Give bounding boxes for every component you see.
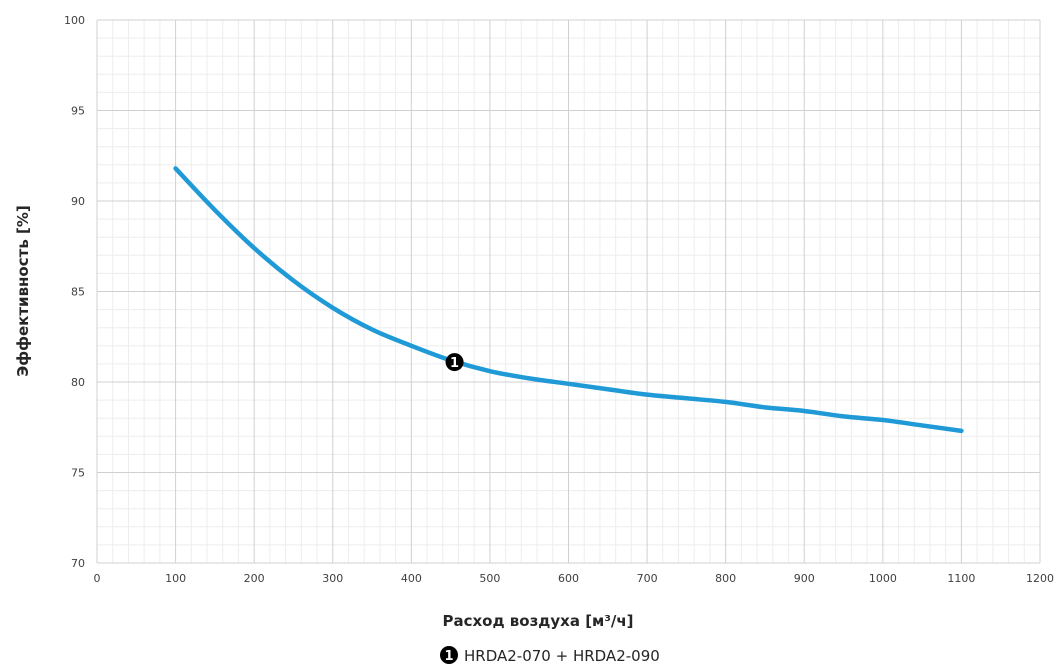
y-tick-label: 90 <box>71 195 85 208</box>
x-tick-label: 900 <box>794 572 815 585</box>
series-line <box>173 166 964 434</box>
y-tick-label: 85 <box>71 286 85 299</box>
legend: 1 HRDA2-070 + HRDA2-090 <box>440 646 660 665</box>
x-tick-label: 1000 <box>869 572 897 585</box>
x-tick-label: 700 <box>637 572 658 585</box>
x-tick-label: 800 <box>715 572 736 585</box>
tick-labels: 0 100 200 300 400 500 600 700 800 900 1000 1100 1200… <box>64 14 1054 585</box>
y-axis-title: Эффективность [%] <box>14 205 32 377</box>
y-tick-label: 75 <box>71 467 85 480</box>
legend-marker-label: 1 <box>444 649 453 664</box>
x-axis-title: Расход воздуха [м³/ч] <box>442 612 633 630</box>
x-tick-label: 300 <box>322 572 343 585</box>
x-tick-label: 500 <box>479 572 500 585</box>
x-tick-label: 100 <box>165 572 186 585</box>
series-marker-icon <box>445 353 464 372</box>
x-tick-label: 400 <box>401 572 422 585</box>
y-tick-label: 95 <box>71 105 85 118</box>
series-layer: 1 <box>173 166 964 434</box>
x-tick-label: 0 <box>94 572 101 585</box>
y-tick-label: 100 <box>64 14 85 27</box>
x-tick-label: 600 <box>558 572 579 585</box>
x-tick-label: 200 <box>244 572 265 585</box>
gridlines <box>96 19 1041 564</box>
series-marker-label: 1 <box>450 356 459 371</box>
legend-series-name: HRDA2-070 + HRDA2-090 <box>464 647 660 665</box>
legend-marker-icon <box>440 646 458 664</box>
x-tick-label: 1100 <box>947 572 975 585</box>
y-tick-label: 80 <box>71 376 85 389</box>
x-tick-label: 1200 <box>1026 572 1054 585</box>
y-tick-label: 70 <box>71 557 85 570</box>
